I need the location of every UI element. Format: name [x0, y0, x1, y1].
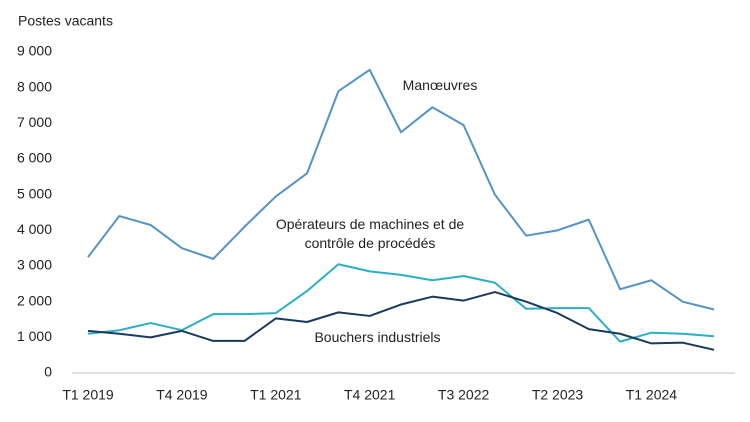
x-tick-label: T1 2024 — [626, 387, 678, 403]
x-tick-label: T4 2021 — [344, 387, 396, 403]
y-tick-label: 6 000 — [17, 150, 52, 166]
series-line — [87, 263, 715, 343]
y-tick-label: 7 000 — [17, 114, 52, 130]
y-tick-label: 5 000 — [17, 185, 52, 201]
series-line — [87, 291, 715, 351]
series-label: Manœuvres — [402, 77, 478, 93]
x-tick-label: T1 2021 — [250, 387, 302, 403]
x-tick-label: T3 2022 — [438, 387, 490, 403]
x-tick-label: T2 2023 — [532, 387, 584, 403]
y-tick-label: 8 000 — [17, 78, 52, 94]
x-tick-label: T1 2019 — [62, 387, 114, 403]
series-line — [87, 68, 715, 311]
series-label: Opérateurs de machines et de contrôle de… — [275, 216, 465, 251]
series-label: Bouchers industriels — [314, 329, 441, 345]
y-tick-label: 1 000 — [17, 328, 52, 344]
y-tick-label: 3 000 — [17, 257, 52, 273]
y-axis-label: Postes vacants — [18, 13, 113, 29]
y-tick-label: 4 000 — [17, 221, 52, 237]
x-tick-label: T4 2019 — [156, 387, 208, 403]
y-tick-label: 0 — [44, 364, 52, 380]
y-tick-label: 2 000 — [17, 292, 52, 308]
y-tick-label: 9 000 — [17, 43, 52, 59]
